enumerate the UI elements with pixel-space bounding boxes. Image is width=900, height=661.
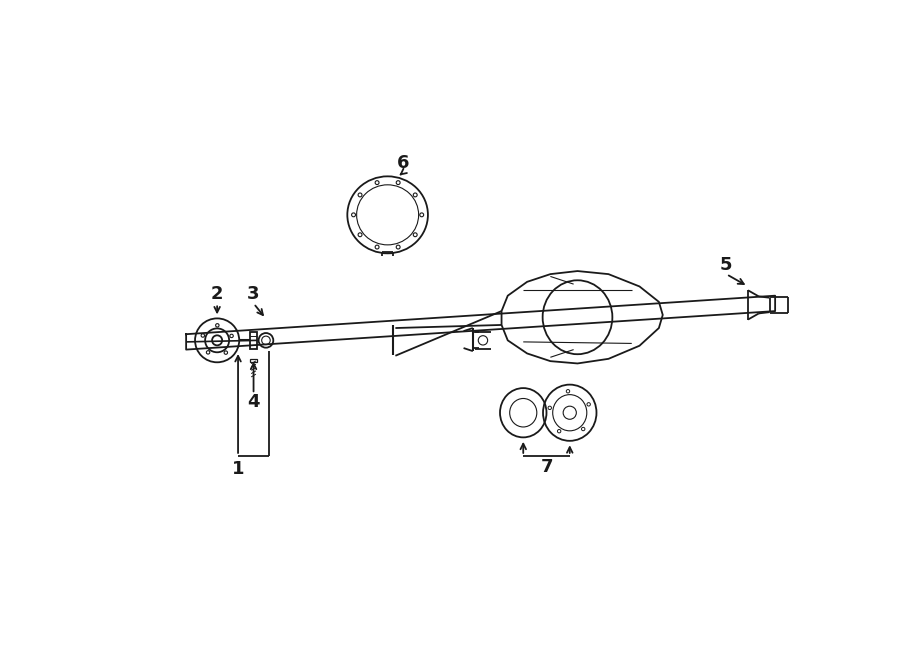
Text: 3: 3 [248, 285, 260, 303]
Text: 5: 5 [720, 256, 733, 274]
Text: 1: 1 [232, 460, 244, 478]
Text: 6: 6 [397, 154, 410, 173]
Text: 7: 7 [540, 457, 553, 476]
Text: 2: 2 [211, 285, 223, 303]
Text: 4: 4 [248, 393, 260, 411]
